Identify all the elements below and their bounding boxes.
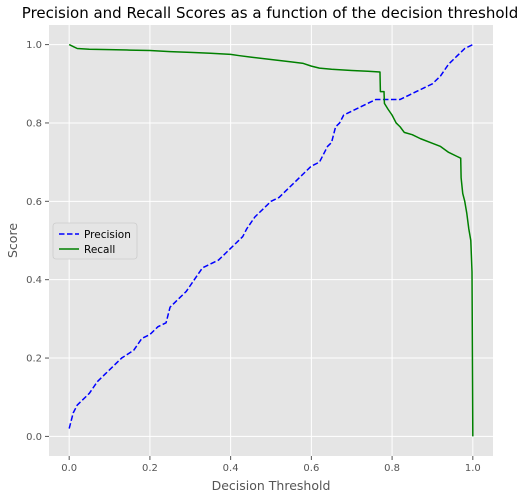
y-tick-label: 0.2 [26, 354, 42, 365]
y-tick-label: 0.6 [26, 197, 42, 208]
x-tick-label: 0.8 [384, 463, 400, 474]
chart-title: Precision and Recall Scores as a functio… [22, 4, 517, 22]
y-tick-label: 1.0 [26, 40, 42, 51]
tick-labels: 0.0 0.2 0.4 0.6 0.8 1.0 0.0 0.2 0.4 0.6 0.8 1.0 [26, 40, 481, 474]
series-line-precision [68, 43, 474, 429]
x-tick-label: 0.0 [61, 463, 77, 474]
x-tick-label: 0.4 [223, 463, 239, 474]
y-tick-label: 0.8 [26, 118, 42, 129]
x-tick-label: 0.6 [303, 463, 319, 474]
legend-label-recall: Recall [84, 244, 115, 256]
x-tick-label: 0.2 [142, 463, 158, 474]
x-axis-label: Decision Threshold [212, 478, 331, 493]
legend: Precision Recall [52, 222, 138, 260]
series-group [68, 43, 474, 437]
y-tick-label: 0.0 [26, 432, 42, 443]
y-axis-label: Score [5, 223, 20, 258]
x-tick-label: 1.0 [465, 463, 481, 474]
series-line-recall [68, 43, 474, 437]
legend-box [52, 222, 138, 260]
legend-label-precision: Precision [84, 229, 131, 241]
y-tick-label: 0.4 [26, 275, 42, 286]
